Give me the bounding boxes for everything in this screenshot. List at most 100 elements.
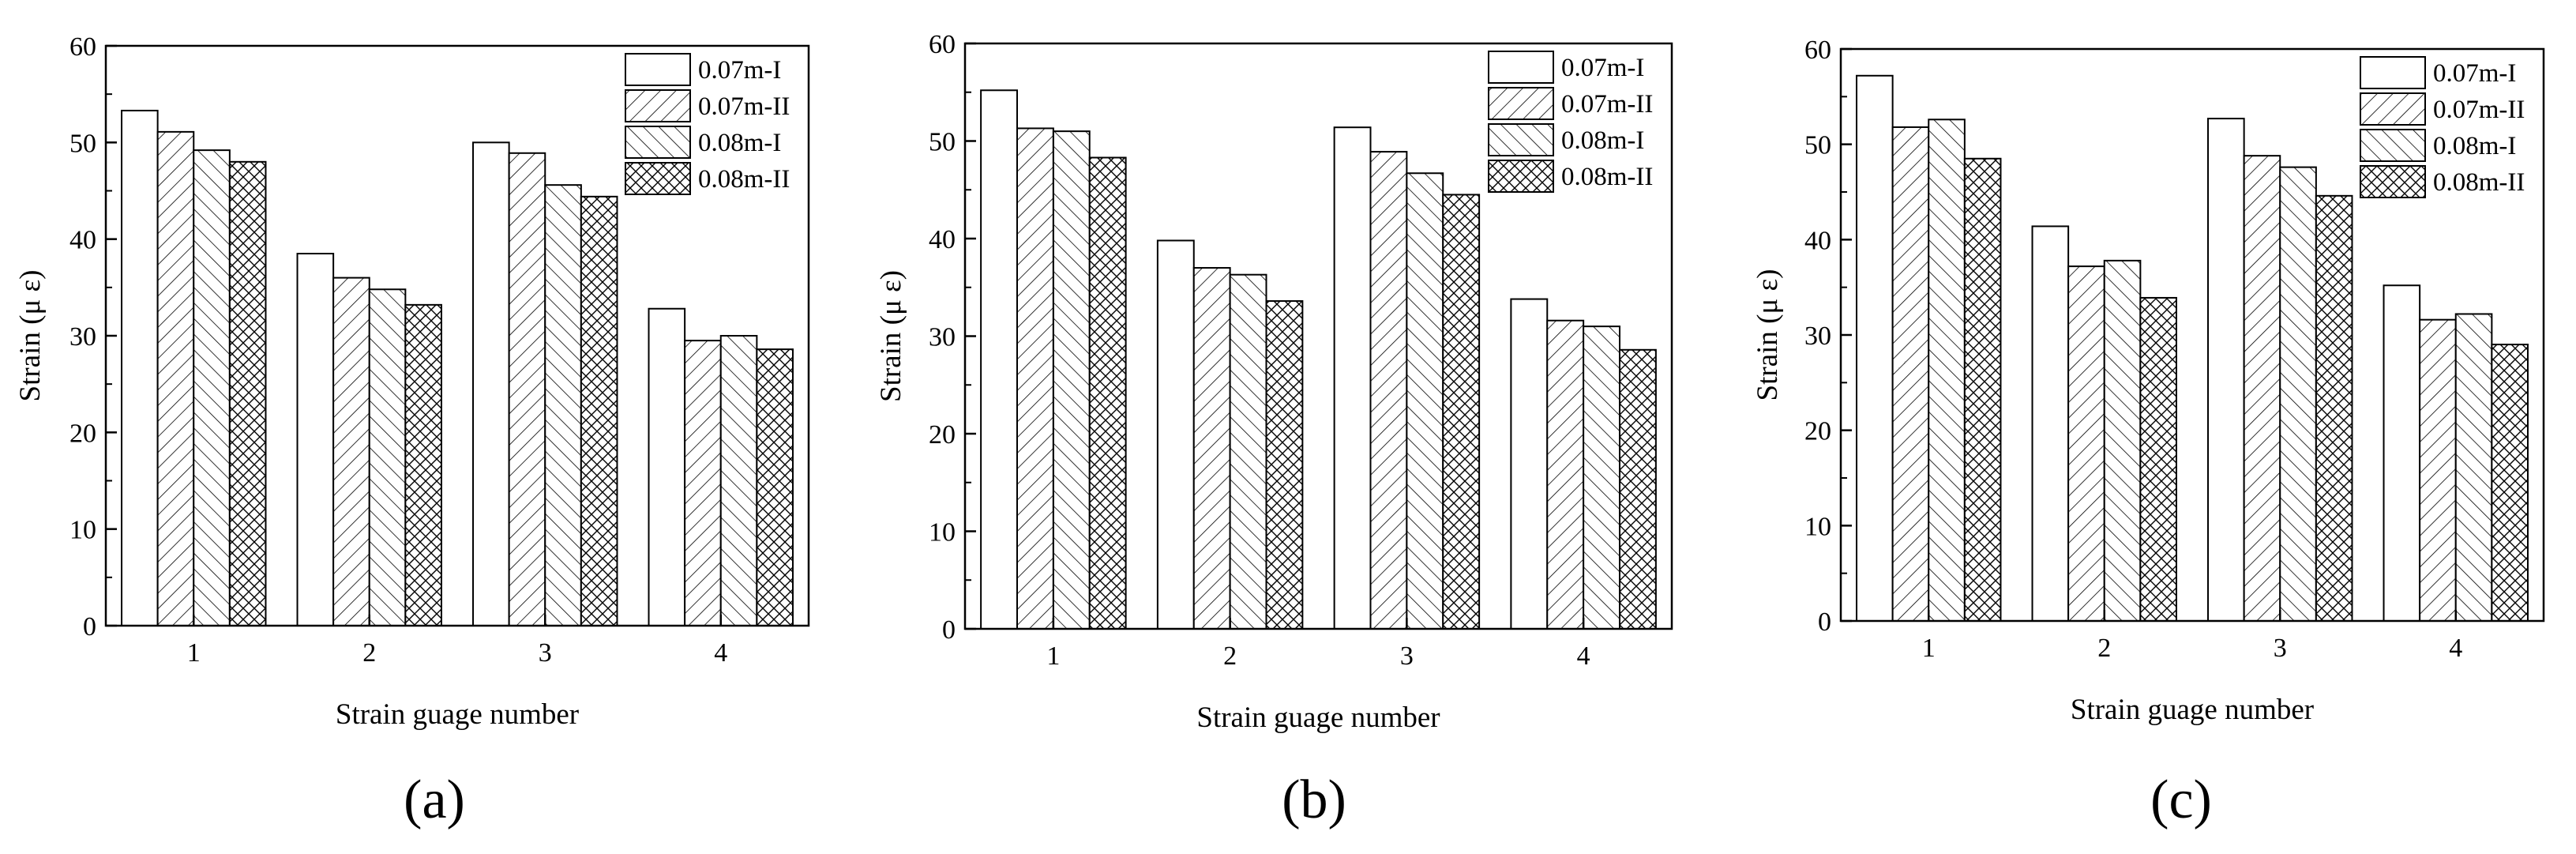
y-tick-label: 10 [69, 516, 96, 545]
x-axis-title: Strain guage number [2071, 694, 2314, 726]
legend-swatch-s4 [625, 162, 691, 195]
legend-label-s1: 0.07m-I [698, 56, 781, 85]
y-tick-label: 0 [83, 612, 96, 641]
y-tick-label: 30 [929, 323, 956, 352]
bar-s2-gauge-3 [1369, 151, 1408, 630]
y-tick-label: 60 [69, 32, 96, 62]
bar-s1-gauge-1 [1856, 74, 1894, 622]
bar-s4-gauge-3 [1442, 194, 1481, 630]
bar-s4-gauge-3 [2315, 194, 2353, 622]
legend-swatch-s4 [1488, 160, 1554, 193]
bar-s1-gauge-3 [472, 141, 510, 627]
y-tick-label: 60 [929, 30, 956, 59]
bar-s1-gauge-4 [1510, 298, 1549, 630]
legend-label-s4: 0.08m-II [2433, 168, 2525, 197]
y-axis-title: Strain (μ ε) [875, 270, 907, 402]
legend-swatch-s1 [2360, 56, 2426, 89]
legend-swatch-s4 [2360, 165, 2426, 198]
bar-s4-gauge-2 [2139, 296, 2177, 622]
bar-s3-gauge-1 [1928, 119, 1966, 622]
x-tick-label: 3 [539, 638, 552, 668]
y-tick-label: 0 [1818, 608, 1831, 637]
bar-s1-gauge-4 [2383, 284, 2421, 622]
legend-swatch-s2 [625, 89, 691, 122]
bar-s4-gauge-4 [2491, 344, 2529, 622]
bar-s3-gauge-2 [368, 288, 407, 626]
bar-s3-gauge-3 [1406, 172, 1444, 630]
y-tick-label: 50 [1804, 131, 1831, 160]
bar-s1-gauge-1 [121, 109, 159, 627]
x-tick-label: 2 [1223, 641, 1237, 671]
bar-s3-gauge-2 [2103, 259, 2142, 622]
y-tick-label: 60 [1804, 36, 1831, 65]
legend-swatch-s3 [1488, 123, 1554, 156]
y-tick-label: 20 [69, 419, 96, 448]
x-tick-label: 1 [1046, 641, 1060, 671]
chart-panel-a: 0 10 20 30 40 50 60 1 2 3 4 Strain guage number Stra… [14, 32, 810, 830]
bar-s3-gauge-1 [193, 149, 231, 626]
bar-s2-gauge-3 [2243, 155, 2281, 622]
bar-s2-gauge-1 [1016, 127, 1054, 630]
chart-panel-b: 0 10 20 30 40 50 60 1 2 3 4 Strain guage number Stra… [875, 30, 1673, 830]
legend-label-s4: 0.08m-II [698, 165, 790, 194]
bar-s3-gauge-1 [1052, 130, 1091, 630]
x-tick-label: 3 [1400, 641, 1414, 671]
y-tick-label: 20 [929, 420, 956, 450]
chart-panel-c: 0 10 20 30 40 50 60 1 2 3 4 Strain guage number Stra… [1752, 36, 2545, 830]
y-tick-label: 10 [1804, 512, 1831, 541]
bar-s2-gauge-1 [1891, 126, 1930, 623]
y-tick-label: 10 [929, 518, 956, 547]
x-tick-label: 1 [1922, 634, 1936, 663]
legend-label-s2: 0.07m-II [2433, 96, 2525, 124]
x-tick-label: 4 [714, 638, 727, 668]
legend-label-s1: 0.07m-I [1561, 54, 1644, 82]
legend-label-s2: 0.07m-II [1561, 90, 1653, 119]
bar-s2-gauge-1 [156, 130, 195, 627]
bar-s3-gauge-3 [544, 184, 582, 627]
bar-s2-gauge-3 [508, 152, 546, 627]
y-tick-label: 20 [1804, 417, 1831, 446]
bar-s4-gauge-3 [580, 195, 618, 626]
panel-label: (a) [404, 769, 465, 830]
y-tick-label: 40 [69, 226, 96, 255]
x-tick-label: 4 [1577, 641, 1590, 671]
bar-s1-gauge-2 [1156, 239, 1195, 630]
bar-s2-gauge-2 [1192, 267, 1231, 630]
x-tick-label: 3 [2274, 634, 2287, 663]
y-tick-label: 50 [929, 128, 956, 157]
bar-s2-gauge-4 [1546, 319, 1585, 630]
bar-s1-gauge-4 [648, 307, 686, 626]
y-tick-label: 0 [942, 615, 956, 645]
bar-s2-gauge-4 [2419, 318, 2457, 622]
legend-label-s4: 0.08m-II [1561, 163, 1653, 191]
bar-s1-gauge-1 [980, 89, 1019, 630]
y-axis-title: Strain (μ ε) [1752, 269, 1784, 401]
bar-s3-gauge-4 [2454, 313, 2493, 622]
bar-s1-gauge-2 [296, 253, 335, 626]
bar-s1-gauge-3 [1333, 126, 1372, 630]
panel-label: (b) [1282, 769, 1346, 830]
bar-s2-gauge-2 [332, 277, 370, 626]
bar-s4-gauge-1 [228, 160, 267, 627]
x-tick-label: 4 [2449, 634, 2462, 663]
x-tick-label: 2 [2097, 634, 2111, 663]
legend-label-s3: 0.08m-I [1561, 126, 1644, 155]
y-tick-label: 40 [929, 225, 956, 254]
bar-s1-gauge-2 [2031, 225, 2070, 622]
x-axis-title: Strain guage number [1196, 702, 1440, 734]
bar-s4-gauge-1 [1088, 156, 1127, 630]
legend-label-s2: 0.07m-II [698, 92, 790, 121]
bar-s3-gauge-4 [719, 335, 758, 626]
x-tick-label: 1 [187, 638, 201, 668]
y-tick-label: 40 [1804, 226, 1831, 255]
legend-swatch-s1 [625, 53, 691, 86]
legend-swatch-s3 [625, 126, 691, 159]
legend-swatch-s2 [1488, 87, 1554, 120]
bar-s1-gauge-3 [2207, 118, 2245, 622]
legend-label-s3: 0.08m-I [698, 129, 781, 157]
x-tick-label: 2 [362, 638, 376, 668]
bar-s4-gauge-2 [1265, 300, 1304, 630]
legend-label-s3: 0.08m-I [2433, 132, 2516, 160]
y-tick-label: 50 [69, 129, 96, 158]
